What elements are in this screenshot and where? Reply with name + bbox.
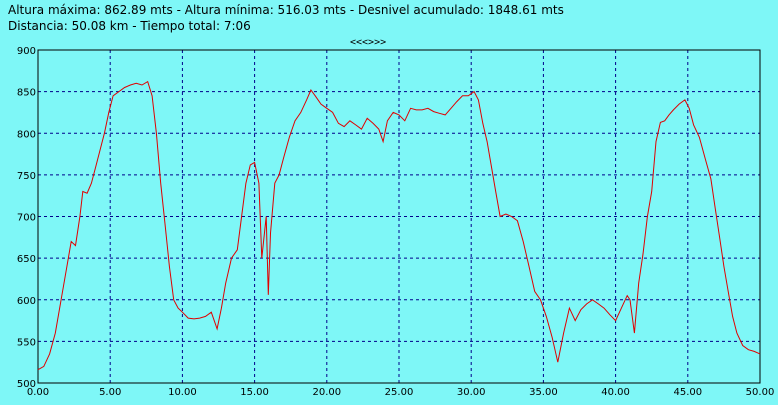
x-tick-label: 35.00 <box>529 387 558 398</box>
stats-header: Altura máxima: 862.89 mts - Altura mínim… <box>8 2 564 34</box>
y-tick-label: 700 <box>17 213 36 224</box>
y-tick-label: 500 <box>17 379 36 390</box>
x-tick-label: 40.00 <box>601 387 630 398</box>
y-tick-label: 650 <box>17 254 36 265</box>
y-tick-label: 800 <box>17 129 36 140</box>
plot-frame <box>37 49 761 384</box>
stats-line-distance: Distancia: 50.08 km - Tiempo total: 7:06 <box>8 19 251 33</box>
scroll-nav-arrows[interactable]: <<<>>> <box>350 37 387 48</box>
y-axis-ticks: 500 550 600 650 700 750 800 850 900 <box>17 46 36 390</box>
x-axis-ticks: 0.00 5.00 10.00 15.00 20.00 25.00 30.00 35.00 40… <box>27 387 774 398</box>
x-tick-label: 50.00 <box>746 387 775 398</box>
x-tick-label: 10.00 <box>168 387 197 398</box>
x-tick-label: 0.00 <box>27 387 49 398</box>
y-tick-label: 550 <box>17 337 36 348</box>
y-tick-label: 750 <box>17 171 36 182</box>
x-tick-label: 5.00 <box>99 387 121 398</box>
stats-line-altitude: Altura máxima: 862.89 mts - Altura mínim… <box>8 3 564 17</box>
chart-grid <box>38 50 760 383</box>
elevation-line <box>37 80 761 371</box>
y-tick-label: 900 <box>17 46 36 57</box>
x-tick-label: 20.00 <box>312 387 341 398</box>
x-tick-label: 45.00 <box>673 387 702 398</box>
x-tick-label: 25.00 <box>385 387 414 398</box>
y-tick-label: 850 <box>17 88 36 99</box>
x-tick-label: 30.00 <box>457 387 486 398</box>
x-tick-label: 15.00 <box>240 387 269 398</box>
y-tick-label: 600 <box>17 296 36 307</box>
